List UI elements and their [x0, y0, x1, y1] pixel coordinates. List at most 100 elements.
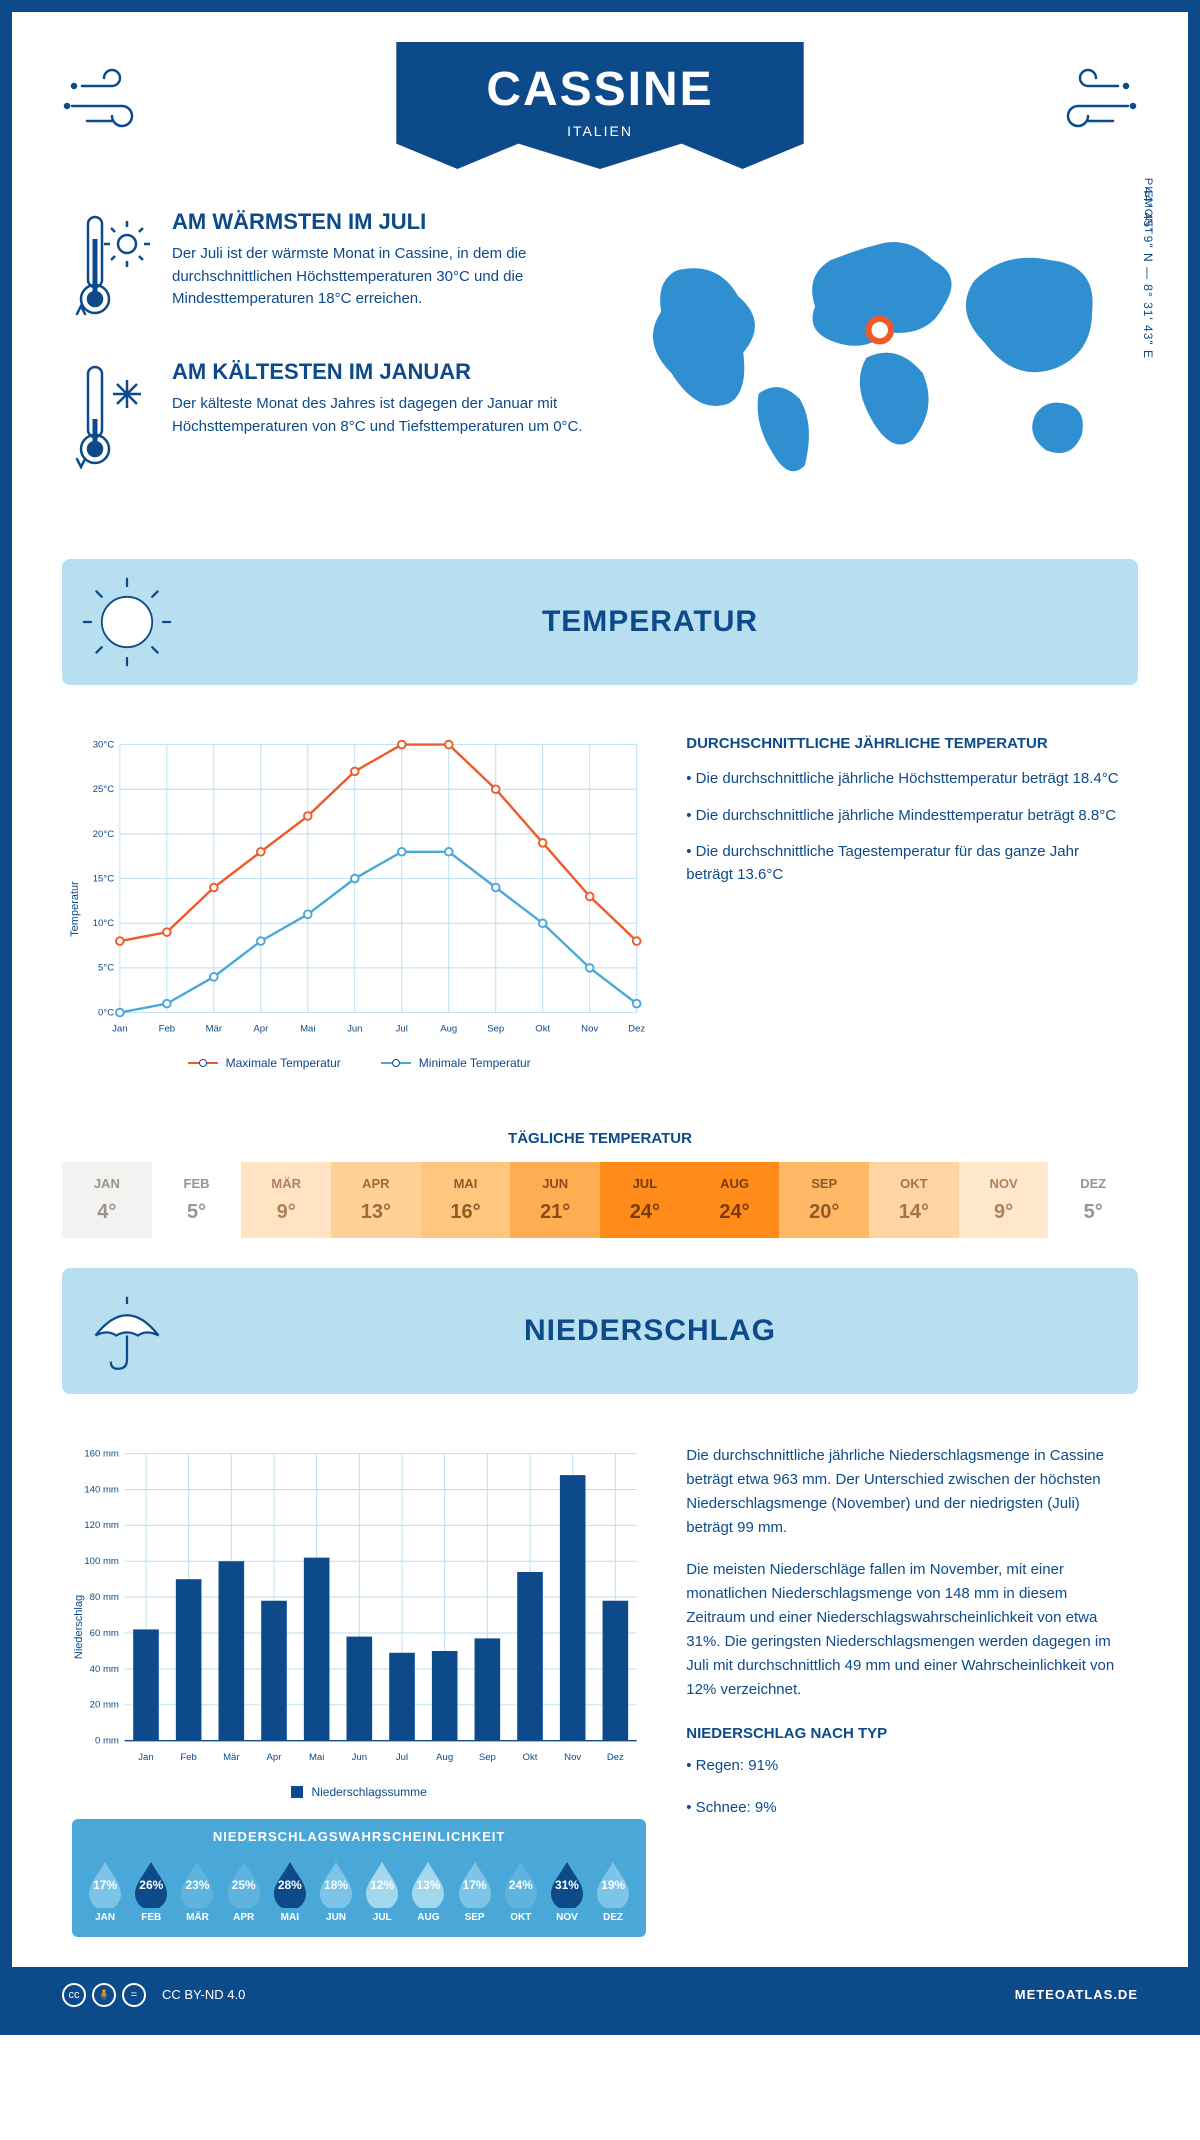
wind-icon: [62, 66, 162, 146]
temperature-section-header: TEMPERATUR: [62, 559, 1138, 685]
precip-section-header: NIEDERSCHLAG: [62, 1268, 1138, 1394]
probability-drop: 24% OKT: [500, 1858, 542, 1923]
svg-text:120 mm: 120 mm: [84, 1520, 119, 1531]
site-name: METEOATLAS.DE: [1015, 1987, 1138, 2002]
temperature-title: TEMPERATUR: [192, 605, 1108, 639]
legend-precip: Niederschlagssumme: [291, 1785, 426, 1799]
daily-cell: SEP20°: [779, 1162, 869, 1238]
svg-text:5°C: 5°C: [98, 963, 114, 974]
svg-text:10°C: 10°C: [93, 918, 114, 929]
daily-cell: FEB5°: [152, 1162, 242, 1238]
daily-cell: JAN4°: [62, 1162, 152, 1238]
svg-text:Dez: Dez: [628, 1024, 645, 1035]
svg-text:Sep: Sep: [487, 1024, 504, 1035]
daily-cell: NOV9°: [959, 1162, 1049, 1238]
svg-text:Aug: Aug: [440, 1024, 457, 1035]
daily-cell: JUN21°: [510, 1162, 600, 1238]
umbrella-icon: [82, 1286, 172, 1376]
precip-para-1: Die durchschnittliche jährliche Niedersc…: [686, 1444, 1128, 1540]
svg-text:Dez: Dez: [607, 1752, 624, 1763]
warmest-text: Der Juli ist der wärmste Monat in Cassin…: [172, 243, 585, 311]
world-map-icon: [615, 209, 1128, 496]
temp-stat-2: • Die durchschnittliche jährliche Mindes…: [686, 805, 1128, 828]
daily-temp-title: TÄGLICHE TEMPERATUR: [12, 1130, 1188, 1147]
temp-y-axis-label: Temperatur: [69, 881, 81, 937]
svg-text:40 mm: 40 mm: [90, 1664, 119, 1675]
country-subtitle: ITALIEN: [486, 123, 713, 139]
svg-text:Jan: Jan: [138, 1752, 153, 1763]
svg-text:Aug: Aug: [436, 1752, 453, 1763]
svg-text:Feb: Feb: [159, 1024, 175, 1035]
wind-icon: [1038, 66, 1138, 146]
coldest-fact: AM KÄLTESTEN IM JANUAR Der kälteste Mona…: [72, 359, 585, 479]
probability-drop: 26% FEB: [130, 1858, 172, 1923]
svg-text:Apr: Apr: [253, 1024, 269, 1035]
license-text: CC BY-ND 4.0: [162, 1987, 245, 2002]
legend-max: Maximale Temperatur: [188, 1056, 341, 1070]
temp-stat-3: • Die durchschnittliche Tagestemperatur …: [686, 841, 1128, 886]
svg-text:Jan: Jan: [112, 1024, 127, 1035]
city-title: CASSINE: [486, 62, 713, 117]
daily-temp-grid: JAN4°FEB5°MÄR9°APR13°MAI16°JUN21°JUL24°A…: [62, 1162, 1138, 1238]
probability-drop: 12% JUL: [361, 1858, 403, 1923]
thermometer-cold-icon: [72, 359, 152, 479]
svg-text:20°C: 20°C: [93, 829, 114, 840]
header-banner: CASSINE ITALIEN: [12, 12, 1188, 179]
svg-text:20 mm: 20 mm: [90, 1700, 119, 1711]
svg-text:0°C: 0°C: [98, 1007, 114, 1018]
probability-drop: 17% JAN: [84, 1858, 126, 1923]
precip-title: NIEDERSCHLAG: [192, 1314, 1108, 1348]
svg-text:Mär: Mär: [206, 1024, 223, 1035]
sun-icon: [82, 577, 172, 667]
daily-cell: MÄR9°: [241, 1162, 331, 1238]
svg-text:60 mm: 60 mm: [90, 1628, 119, 1639]
coordinates: 44° 45' 9" N — 8° 31' 43" E: [1141, 187, 1155, 359]
svg-text:0 mm: 0 mm: [95, 1736, 119, 1747]
svg-text:Nov: Nov: [581, 1024, 598, 1035]
probability-drop: 28% MAI: [269, 1858, 311, 1923]
svg-text:Jun: Jun: [352, 1752, 367, 1763]
svg-text:15°C: 15°C: [93, 873, 114, 884]
nd-icon: =: [122, 1983, 146, 2007]
svg-text:Mär: Mär: [223, 1752, 240, 1763]
svg-text:140 mm: 140 mm: [84, 1485, 119, 1496]
svg-text:25°C: 25°C: [93, 784, 114, 795]
probability-drop: 31% NOV: [546, 1858, 588, 1923]
coldest-text: Der kälteste Monat des Jahres ist dagege…: [172, 393, 585, 438]
temp-stat-1: • Die durchschnittliche jährliche Höchst…: [686, 768, 1128, 791]
precip-type-1: • Regen: 91%: [686, 1754, 1128, 1778]
daily-cell: APR13°: [331, 1162, 421, 1238]
warmest-fact: AM WÄRMSTEN IM JULI Der Juli ist der wär…: [72, 209, 585, 329]
temperature-chart: Temperatur 0°C 5°C 10°C 15°C 20°C 25°C 30°C Jan…: [72, 735, 646, 1070]
by-icon: 🧍: [92, 1983, 116, 2007]
probability-drop: 17% SEP: [454, 1858, 496, 1923]
daily-cell: DEZ5°: [1048, 1162, 1138, 1238]
svg-text:Jun: Jun: [347, 1024, 362, 1035]
svg-text:160 mm: 160 mm: [84, 1449, 119, 1460]
daily-cell: JUL24°: [600, 1162, 690, 1238]
probability-drop: 19% DEZ: [592, 1858, 634, 1923]
legend-min: Minimale Temperatur: [381, 1056, 531, 1070]
precip-y-axis-label: Niederschlag: [73, 1595, 85, 1659]
prob-title: NIEDERSCHLAGSWAHRSCHEINLICHKEIT: [72, 1819, 646, 1854]
svg-text:Mai: Mai: [309, 1752, 324, 1763]
daily-cell: OKT14°: [869, 1162, 959, 1238]
coldest-title: AM KÄLTESTEN IM JANUAR: [172, 359, 585, 385]
svg-text:Nov: Nov: [564, 1752, 581, 1763]
daily-cell: MAI16°: [421, 1162, 511, 1238]
precip-type-title: NIEDERSCHLAG NACH TYP: [686, 1722, 1128, 1746]
precip-probability-box: NIEDERSCHLAGSWAHRSCHEINLICHKEIT 17% JAN …: [72, 1819, 646, 1937]
daily-cell: AUG24°: [690, 1162, 780, 1238]
probability-drop: 18% JUN: [315, 1858, 357, 1923]
svg-text:Apr: Apr: [267, 1752, 283, 1763]
probability-drop: 13% AUG: [407, 1858, 449, 1923]
footer: cc 🧍 = CC BY-ND 4.0 METEOATLAS.DE: [12, 1967, 1188, 2023]
precip-type-2: • Schnee: 9%: [686, 1796, 1128, 1820]
probability-drop: 23% MÄR: [176, 1858, 218, 1923]
warmest-title: AM WÄRMSTEN IM JULI: [172, 209, 585, 235]
precip-para-2: Die meisten Niederschläge fallen im Nove…: [686, 1558, 1128, 1702]
svg-text:Jul: Jul: [396, 1752, 408, 1763]
svg-text:30°C: 30°C: [93, 739, 114, 750]
cc-icon: cc: [62, 1983, 86, 2007]
probability-drop: 25% APR: [223, 1858, 265, 1923]
